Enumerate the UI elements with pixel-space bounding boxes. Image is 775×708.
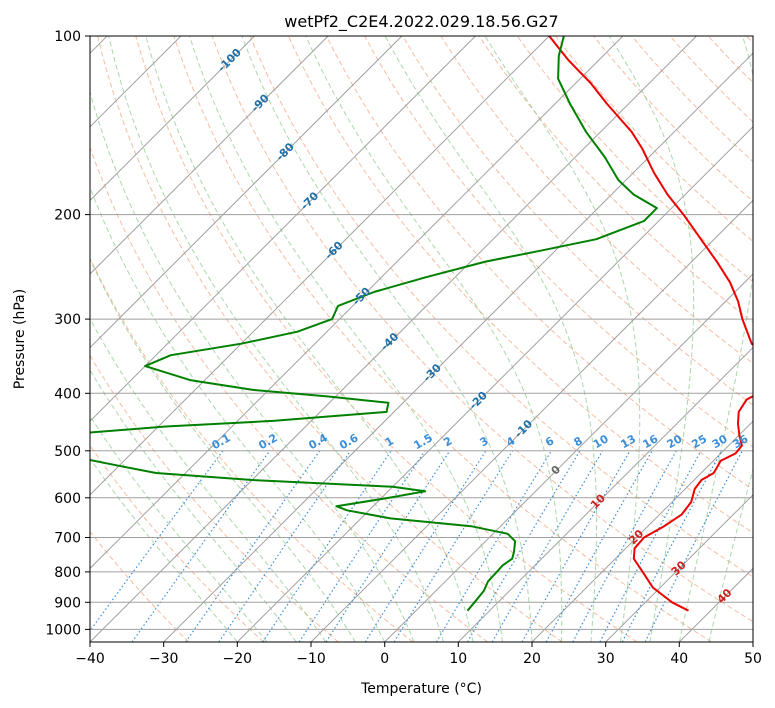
mixing-ratio-line [131,450,271,642]
x-tick-label: 10 [449,651,467,667]
isotherm-line [605,494,753,642]
y-tick-label: 200 [54,208,81,224]
dry-adiabat [135,36,638,642]
mixing-ratio-line [298,450,426,642]
y-tick-label: 500 [54,444,81,460]
dry-adiabat [516,36,753,283]
isotherm-line [90,36,255,202]
moist-adiabat [108,36,445,642]
background-lines [90,36,753,642]
mixing-ratio-line [572,450,677,642]
dry-adiabat [440,36,753,365]
y-axis-label: Pressure (hPa) [12,289,28,389]
x-tick-label: −10 [296,651,326,667]
x-tick-label: 40 [670,651,688,667]
isotherm-line [457,346,753,642]
y-tick-label: 700 [54,531,81,547]
x-tick-label: −40 [75,651,105,667]
dry-adiabat [90,354,339,642]
dry-adiabat [402,36,753,406]
mixing-ratio-line [218,450,352,642]
isotherm-line [384,273,753,642]
isotherm-line [90,36,403,349]
temperature-profile [548,36,753,612]
y-tick-label: 800 [54,565,81,581]
isotherm-line [90,36,624,570]
isotherm-line [163,52,753,642]
mixing-ratio-line [185,450,321,642]
dry-adiabat [90,146,488,642]
x-tick-label: −20 [223,651,253,667]
isotherm-line [310,199,753,642]
isobar-grid [90,36,753,630]
isotherm-line [90,36,697,642]
dry-adiabat [211,36,753,623]
moist-adiabat [608,36,695,642]
mixing-ratio-line [545,450,653,642]
moist-adiabat [90,317,327,642]
isotherm-line [90,36,329,275]
moist-adiabat [90,186,386,642]
dry-adiabat [97,36,563,642]
dewpoint-profile [90,36,658,612]
mixing-ratio-line [521,450,631,642]
plot-frame [89,35,754,643]
x-tick-label: 0 [380,651,389,667]
moist-adiabat [384,36,598,642]
dry-adiabat [90,530,190,642]
moist-adiabat [305,36,563,642]
x-axis-ticks: −40 −30 −20 −10 0 10 20 30 40 50 [75,642,762,667]
chart-title: wetPf2_C2E4.2022.029.18.56.G27 [284,12,558,32]
y-tick-label: 100 [54,29,81,45]
moist-adiabat [145,36,474,642]
y-tick-label: 1000 [45,622,81,638]
x-axis-label: Temperature (°C) [360,681,482,697]
x-tick-label: 50 [744,651,762,667]
dry-adiabat [90,444,264,642]
mixing-ratio-line [435,450,552,642]
y-tick-label: 300 [54,312,81,328]
isotherm-line [531,420,753,642]
dry-adiabat [173,36,712,642]
moist-adiabat [90,457,238,642]
isotherm-line [90,36,476,422]
moist-adiabat [484,36,641,642]
moist-adiabat [90,258,356,642]
x-tick-label: 20 [523,651,541,667]
mixing-ratio-line [364,450,487,642]
moist-adiabat [90,415,268,642]
moist-adiabat [708,467,753,642]
dry-adiabat [249,36,753,578]
mixing-ratio-line [599,450,702,642]
moist-adiabat [678,36,753,642]
y-tick-label: 400 [54,386,81,402]
y-axis-ticks: 100 200 300 400 500 600 700 800 900 1000 [45,29,90,638]
moist-adiabat [189,36,503,642]
mixing-ratio-line [90,450,224,632]
mixing-ratio-line [325,450,451,642]
x-tick-label: −30 [149,651,179,667]
y-tick-label: 600 [54,491,81,507]
mixing-ratio-line [262,450,392,642]
moist-adiabat [241,36,533,642]
isotherm-line [90,36,550,496]
isotherm-line [236,126,753,642]
sounding-profiles [90,36,753,612]
x-tick-label: 30 [597,651,615,667]
y-tick-label: 900 [54,595,81,611]
